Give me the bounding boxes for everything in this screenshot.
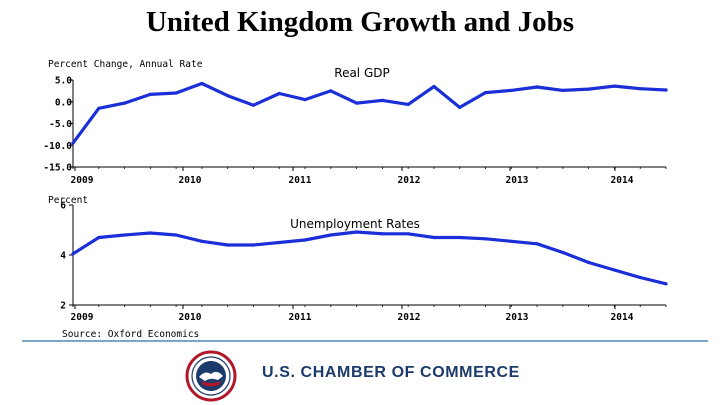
chart-title: Unemployment Rates: [290, 217, 420, 231]
x-tick-label: 2010: [179, 175, 202, 186]
data-point: [329, 89, 333, 93]
data-point: [638, 275, 642, 280]
x-tick-label: 2011: [289, 312, 312, 323]
organization-name: U.S. CHAMBER OF COMMERCE: [262, 364, 520, 381]
data-point: [432, 84, 436, 89]
series-line-real-gdp: [71, 81, 668, 145]
data-point: [200, 81, 204, 86]
data-point: [535, 242, 539, 246]
data-point: [612, 268, 617, 272]
data-point: [71, 252, 75, 256]
data-point: [251, 243, 256, 247]
data-point: [97, 106, 101, 110]
data-point: [587, 260, 591, 265]
y-tick-label: 2: [60, 301, 66, 312]
data-point: [226, 94, 230, 98]
data-point: [148, 92, 152, 96]
data-point: [71, 141, 75, 145]
data-point: [587, 87, 591, 91]
data-point: [174, 233, 178, 237]
data-point: [509, 239, 513, 243]
data-point: [561, 250, 565, 255]
y-tick-label: 5.0: [55, 76, 72, 87]
data-point: [612, 84, 617, 88]
y-axis-label: Percent Change, Annual Rate: [48, 59, 203, 70]
data-point: [535, 85, 539, 89]
y-tick-label: -5.0: [49, 119, 72, 130]
data-point: [355, 101, 359, 105]
y-axis-label: Percent: [48, 195, 88, 206]
data-point: [148, 231, 152, 235]
x-tick-label: 2013: [506, 312, 529, 323]
y-tick-label: 0.0: [55, 97, 72, 108]
data-point: [380, 98, 384, 102]
x-tick-label: 2014: [611, 312, 634, 323]
footer-divider: [22, 340, 708, 342]
data-point: [432, 235, 436, 240]
data-point: [123, 233, 127, 237]
y-tick-label: 4: [60, 251, 66, 262]
data-point: [200, 239, 204, 243]
x-tick-label: 2012: [398, 312, 421, 323]
data-point: [406, 102, 410, 106]
y-tick-label: -10.0: [43, 141, 72, 152]
data-point: [483, 237, 488, 241]
data-point: [458, 235, 462, 240]
series-line-unemployment-rates: [71, 230, 668, 286]
x-tick-label: 2012: [398, 175, 421, 186]
data-point: [329, 233, 333, 237]
chart-title: Real GDP: [334, 66, 389, 80]
data-point: [355, 230, 359, 234]
x-tick-label: 2009: [71, 312, 94, 323]
data-point: [406, 232, 410, 236]
y-tick-label: 6: [60, 201, 66, 212]
data-point: [458, 105, 462, 109]
x-tick-label: 2014: [611, 175, 634, 186]
data-point: [380, 232, 384, 236]
data-point: [277, 91, 281, 96]
data-point: [174, 91, 178, 95]
data-point: [561, 88, 565, 92]
data-point: [277, 240, 281, 245]
data-point: [251, 103, 256, 107]
source-note: Source: Oxford Economics: [62, 329, 199, 340]
x-tick-label: 2009: [71, 175, 94, 186]
data-point: [638, 87, 642, 91]
slide-title: United Kingdom Growth and Jobs: [145, 6, 575, 38]
data-point: [226, 243, 230, 247]
data-point: [483, 91, 488, 95]
x-tick-label: 2013: [506, 175, 529, 186]
data-point: [123, 101, 127, 105]
data-point: [303, 98, 307, 102]
x-tick-label: 2010: [179, 312, 202, 323]
data-point: [97, 235, 101, 240]
y-tick-label: -15.0: [43, 163, 72, 174]
data-point: [509, 88, 513, 92]
data-point: [664, 88, 668, 92]
data-point: [303, 238, 307, 242]
x-tick-label: 2011: [289, 175, 312, 186]
chamber-seal-logo: [185, 350, 237, 402]
data-point: [664, 282, 668, 286]
